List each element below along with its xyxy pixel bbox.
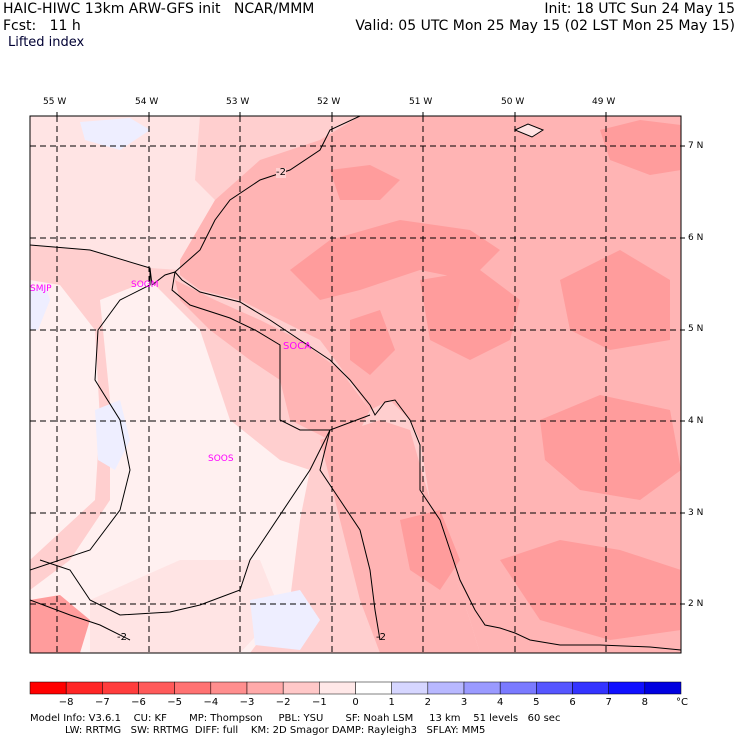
lon-label: 50 W (501, 97, 525, 107)
colorbar-swatch (282, 681, 320, 695)
border-suriname-west (30, 268, 151, 571)
colorbar-swatch (65, 681, 103, 695)
colorbar-swatch (608, 681, 646, 695)
colorbar-label: −5 (167, 697, 183, 708)
colorbar-label: −1 (311, 697, 327, 708)
field-name: Lifted index (8, 35, 85, 50)
shading-lt-minus4 (330, 165, 400, 200)
colorbar (29, 681, 682, 695)
colorbar-swatch (644, 681, 682, 695)
lat-label: 5 N (688, 324, 704, 334)
shading-positive (30, 285, 50, 330)
lon-label: 53 W (226, 97, 250, 107)
shading-lt-minus4 (500, 540, 681, 640)
valid-time: Valid: 05 UTC Mon 25 May 15 (02 LST Mon … (355, 18, 735, 34)
station-label-smjp: SMJP (30, 284, 52, 294)
lon-label: 51 W (409, 97, 433, 107)
colorbar-swatch (246, 681, 284, 695)
station-label-sogm: SOGM (131, 280, 159, 290)
forecast-hour: Fcst: 11 h (3, 18, 81, 34)
shading-lt-minus4 (560, 250, 670, 350)
colorbar-label: 5 (533, 697, 540, 708)
graticule (30, 116, 681, 653)
colorbar-label: −6 (131, 697, 146, 708)
colorbar-swatch (210, 681, 248, 695)
colorbar-label: 3 (460, 697, 468, 708)
shading-lt-minus4 (420, 270, 520, 360)
lat-label: 7 N (688, 141, 704, 151)
lon-label: 54 W (135, 97, 159, 107)
shading-lt-minus4 (400, 510, 460, 590)
colorbar-label: 0 (352, 697, 359, 708)
lon-label: 49 W (592, 97, 616, 107)
model-info-line2: LW: RRTMG SW: RRTMG DIFF: full KM: 2D Sm… (30, 725, 486, 736)
colorbar-swatch (463, 681, 501, 695)
shading-lt-minus1 (90, 560, 280, 653)
colorbar-label: 4 (496, 697, 504, 708)
colorbar-swatch (319, 681, 356, 695)
colorbar-unit: °C (676, 697, 688, 708)
contour-label: -2 (276, 167, 286, 178)
shading-lt-minus3 (175, 280, 370, 440)
colorbar-label: 8 (641, 697, 649, 708)
station-label-soca: SOCA (283, 341, 312, 352)
border-frenchguiana-south (319, 429, 381, 641)
colorbar-swatch (499, 681, 537, 695)
shading-lt-minus4 (30, 595, 90, 653)
colorbar-label: −7 (94, 697, 110, 708)
colorbar-swatch (391, 681, 429, 695)
lon-label: 52 W (317, 97, 341, 107)
colorbar-swatch (29, 681, 67, 695)
shading-lt-minus1 (30, 116, 215, 270)
colorbar-label: −3 (239, 697, 255, 708)
colorbar-swatch (102, 681, 139, 695)
contour-label: -2 (376, 632, 386, 643)
shading-lt-minus3 (180, 116, 681, 653)
colorbar-swatch (572, 681, 609, 695)
shading-lt-minus4 (350, 310, 395, 375)
map-frame (29, 115, 682, 654)
shading-positive (250, 590, 320, 650)
shading-lt-minus4 (600, 120, 681, 175)
model-info-line1: Model Info: V3.6.1 CU: KF MP: Thompson P… (30, 713, 561, 724)
colorbar-label: 6 (569, 697, 576, 708)
colorbar-label: 1 (388, 697, 395, 708)
colorbar-swatch (138, 681, 175, 695)
lon-label: 55 W (43, 97, 67, 107)
lat-label: 6 N (688, 233, 704, 243)
shading-positive (95, 400, 130, 470)
colorbar-swatch (536, 681, 573, 695)
colorbar-label: 7 (605, 697, 612, 708)
station-label-soos: SOOS (208, 454, 234, 464)
shading-lt-minus4 (290, 220, 500, 300)
island-outline (513, 123, 545, 138)
colorbar-swatch (355, 681, 392, 695)
contour-minus2 (174, 116, 361, 273)
colorbar-label: 2 (424, 697, 432, 708)
colorbar-label: −2 (275, 697, 291, 708)
colorbar-label: −4 (203, 697, 219, 708)
colorbar-label: −8 (58, 697, 74, 708)
lat-label: 2 N (688, 599, 704, 609)
lat-label: 4 N (688, 416, 704, 426)
contour-minus2 (30, 599, 131, 641)
contour-label: -2 (117, 632, 127, 643)
colorbar-swatch (427, 681, 465, 695)
plot-title: HAIC-HIWC 13km ARW-GFS init NCAR/MMM (3, 1, 315, 17)
shading-lt-minus3 (320, 420, 480, 653)
shading-positive (80, 118, 150, 150)
coastline (30, 244, 681, 651)
shading-near-zero (30, 280, 100, 560)
lat-label: 3 N (688, 508, 704, 518)
init-time: Init: 18 UTC Sun 24 May 15 (544, 1, 735, 17)
colorbar-swatch (174, 681, 212, 695)
